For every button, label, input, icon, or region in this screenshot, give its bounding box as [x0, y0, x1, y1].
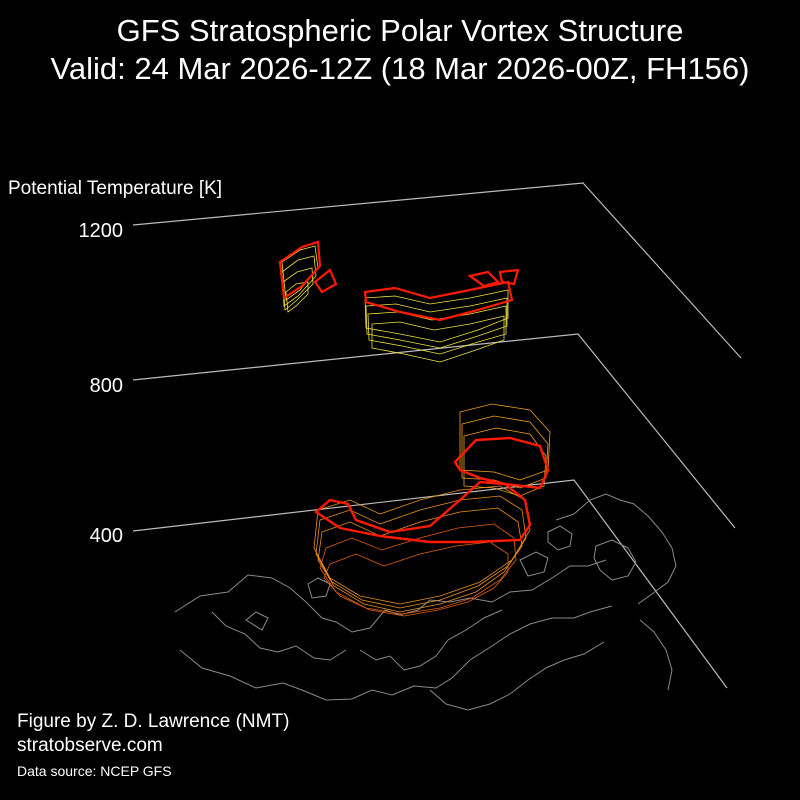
tick-label-400: 400 [90, 525, 123, 547]
axis-title: Potential Temperature [K] [8, 178, 222, 199]
tick-label-1200: 1200 [79, 220, 124, 242]
upper-vortex-fragment-left [278, 240, 338, 313]
figure-credit: Figure by Z. D. Lawrence (NMT) [17, 711, 290, 732]
figure-title: GFS Stratospheric Polar Vortex Structure [116, 13, 684, 48]
tick-label-800: 800 [90, 375, 123, 397]
level-plane-1200 [132, 182, 742, 359]
website-link[interactable]: stratobserve.com [17, 735, 163, 756]
upper-vortex-fragment-center [363, 268, 520, 363]
level-plane-400 [132, 479, 728, 689]
data-source: Data source: NCEP GFS [17, 763, 172, 779]
main-vortex-body [313, 403, 551, 617]
valid-time-subtitle: Valid: 24 Mar 2026-12Z (18 Mar 2026-00Z,… [50, 51, 750, 86]
level-plane-800 [132, 333, 736, 529]
